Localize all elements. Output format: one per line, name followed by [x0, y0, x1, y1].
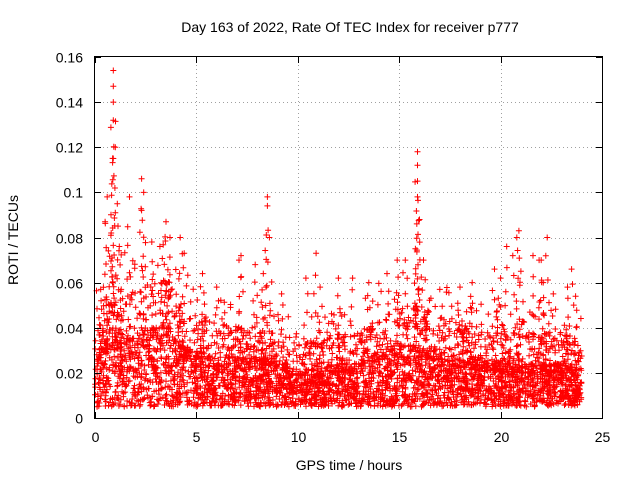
y-tick-label: 0.16 [56, 50, 83, 66]
y-tick-label: 0.12 [56, 140, 83, 156]
plot-frame [94, 56, 603, 419]
x-tick-label: 5 [193, 429, 201, 445]
x-tick-label: 25 [595, 429, 611, 445]
data-points-layer [92, 67, 585, 410]
x-tick-label: 20 [494, 429, 510, 445]
x-tick-label: 0 [92, 429, 100, 445]
x-axis-label: GPS time / hours [296, 457, 403, 473]
y-tick-label: 0.14 [56, 95, 83, 111]
x-tick-label: 15 [392, 429, 408, 445]
x-tick-label: 10 [291, 429, 307, 445]
y-tick-label: 0 [75, 411, 83, 427]
roti-points [92, 67, 585, 410]
chart-title: Day 163 of 2022, Rate Of TEC Index for r… [181, 19, 519, 35]
y-tick-label: 0.08 [56, 231, 83, 247]
y-tick-label: 0.1 [64, 185, 84, 201]
y-tick-label: 0.04 [56, 321, 83, 337]
ticks-layer: 0 5 10 15 20 25 0 0.02 0.04 0.06 0.08 0.1 0.12 0.14 0.… [56, 50, 611, 446]
y-axis-label: ROTI / TECUs [5, 195, 21, 285]
y-tick-label: 0.06 [56, 276, 83, 292]
y-tick-label: 0.02 [56, 366, 83, 382]
